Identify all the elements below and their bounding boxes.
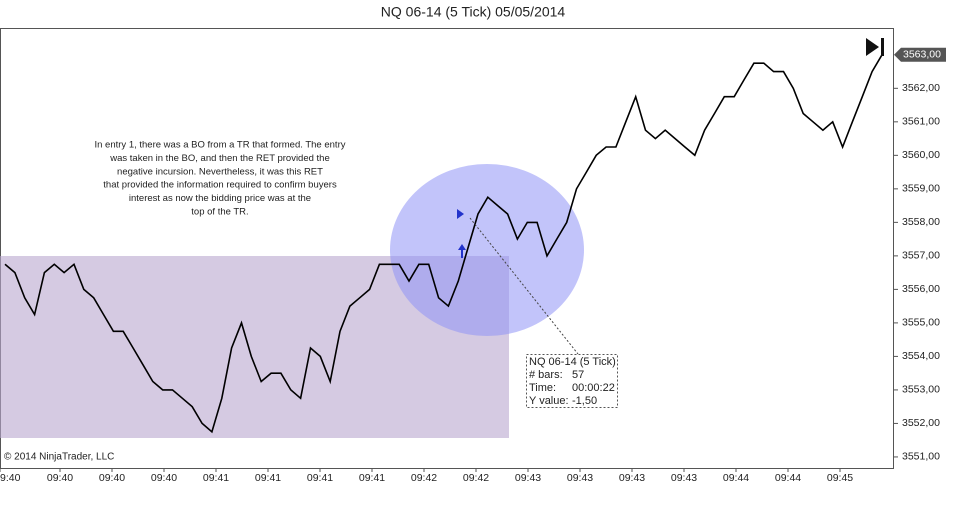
y-tick-label: 3557,00 (902, 250, 940, 262)
plot (4, 54, 883, 434)
y-tick-label: 3556,00 (902, 283, 940, 295)
entry-arrow (458, 244, 466, 258)
annotation-line: top of the TR. (191, 207, 248, 218)
tooltip-value: 57 (572, 369, 584, 381)
tooltip-pointer (469, 217, 579, 355)
x-tick-label: 09:40 (99, 472, 125, 484)
annotation-line: was taken in the BO, and then the RET pr… (109, 153, 330, 164)
y-tick-label: 3552,00 (902, 417, 940, 429)
tooltip-box (526, 354, 618, 408)
x-tick-label: 9:40 (0, 472, 21, 484)
tooltip-title: NQ 06-14 (5 Tick) (529, 356, 616, 368)
tooltip-label: Y value: (529, 395, 569, 407)
y-tick-label: 3554,00 (902, 350, 940, 362)
marker (457, 209, 464, 219)
annotation-line: negative incursion. Nevertheless, it was… (117, 166, 323, 177)
x-tick-label: 09:44 (775, 472, 801, 484)
annotation-line: In entry 1, there was a BO from a TR tha… (95, 140, 346, 151)
watermark: © 2014 NinjaTrader, LLC (4, 452, 114, 463)
x-tick-label: 09:45 (827, 472, 853, 484)
chart-title: NQ 06-14 (5 Tick) 05/05/2014 (381, 4, 566, 20)
tooltip-label: # bars: (529, 369, 563, 381)
x-tick-label: 09:43 (515, 472, 541, 484)
y-tick-label: 3558,00 (902, 216, 940, 228)
x-tick-label: 09:43 (671, 472, 697, 484)
y-tick-label: 3561,00 (902, 116, 940, 128)
annotation-line: interest as now the bidding price was at… (129, 193, 311, 204)
x-tick-label: 09:43 (567, 472, 593, 484)
y-tick-label: 3560,00 (902, 149, 940, 161)
x-tick-label: 09:41 (359, 472, 385, 484)
tooltip-label: Time: (529, 382, 556, 394)
x-tick-label: 09:41 (203, 472, 229, 484)
y-tick-label: 3553,00 (902, 384, 940, 396)
play-icon (866, 38, 879, 56)
y-tick-label: 3559,00 (902, 183, 940, 195)
x-tick-label: 09:44 (723, 472, 749, 484)
tooltip-value: -1,50 (572, 395, 597, 407)
x-tick-label: 09:42 (463, 472, 489, 484)
annotation-line: that provided the information required t… (103, 180, 337, 191)
x-tick-label: 09:40 (151, 472, 177, 484)
x-tick-label: 09:40 (47, 472, 73, 484)
y-tick-label: 3551,00 (902, 451, 940, 463)
highlight-ellipse (390, 164, 584, 336)
x-tick-label: 09:41 (255, 472, 281, 484)
play-icon-bar (881, 38, 884, 56)
y-tick-label: 3562,00 (902, 82, 940, 94)
last-price-box (894, 47, 946, 62)
x-tick-label: 09:43 (619, 472, 645, 484)
last-price-label: 3563,00 (903, 49, 941, 61)
tooltip-value: 00:00:22 (572, 382, 615, 394)
x-tick-label: 09:41 (307, 472, 333, 484)
x-tick-label: 09:42 (411, 472, 437, 484)
annotation: In entry 1, there was a BO from a TR tha… (95, 140, 346, 218)
price-line (4, 54, 883, 434)
y-tick-label: 3555,00 (902, 317, 940, 329)
